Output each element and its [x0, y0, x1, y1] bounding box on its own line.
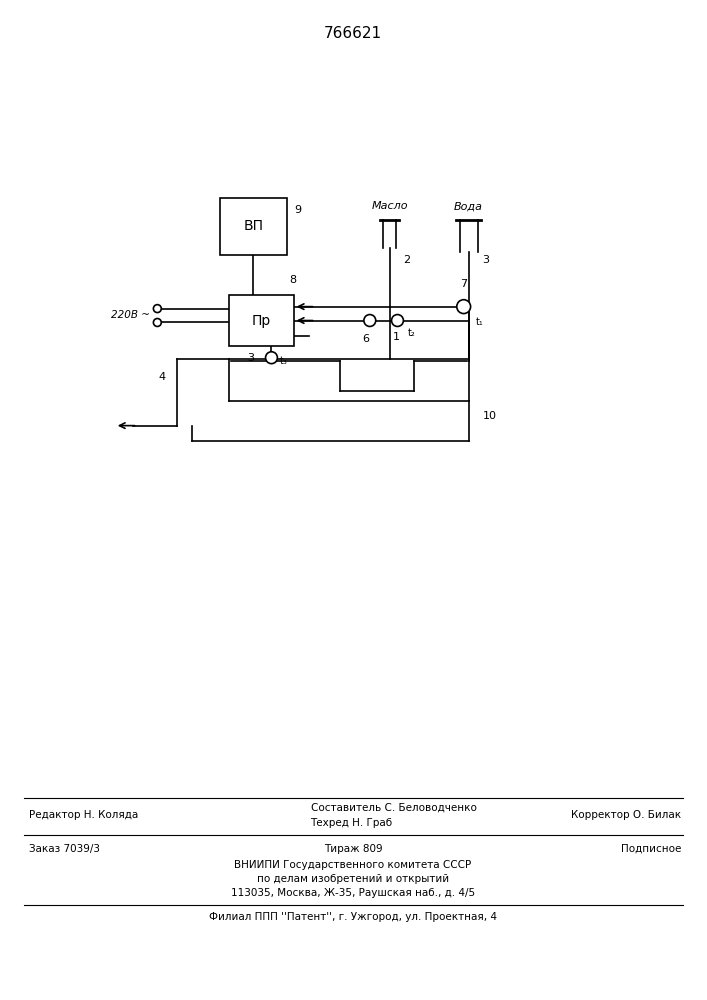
Text: Подписное: Подписное — [621, 844, 681, 854]
Text: Редактор Н. Коляда: Редактор Н. Коляда — [29, 810, 138, 820]
Text: Масло: Масло — [371, 201, 408, 211]
Bar — [230, 295, 293, 346]
Text: 113035, Москва, Ж-35, Раушская наб., д. 4/5: 113035, Москва, Ж-35, Раушская наб., д. … — [231, 888, 475, 898]
Text: 220В ~: 220В ~ — [112, 310, 151, 320]
Text: 766621: 766621 — [324, 26, 382, 41]
Text: Пр: Пр — [252, 314, 271, 328]
Text: 10: 10 — [482, 411, 496, 421]
Text: 2: 2 — [404, 255, 411, 265]
Text: Корректор О. Билак: Корректор О. Билак — [571, 810, 681, 820]
Circle shape — [364, 315, 375, 326]
Circle shape — [153, 319, 161, 326]
Text: 7: 7 — [460, 279, 467, 289]
Text: t₃: t₃ — [279, 356, 287, 366]
Text: 4: 4 — [158, 372, 165, 382]
Text: 3: 3 — [247, 353, 254, 363]
Text: 6: 6 — [363, 334, 369, 344]
Text: t₁: t₁ — [476, 317, 484, 327]
Bar — [220, 198, 287, 255]
Text: Составитель С. Беловодченко: Составитель С. Беловодченко — [310, 802, 477, 812]
Text: Заказ 7039/3: Заказ 7039/3 — [29, 844, 100, 854]
Text: Вода: Вода — [454, 201, 483, 211]
Text: 9: 9 — [295, 205, 302, 215]
Text: Тираж 809: Тираж 809 — [324, 844, 382, 854]
Circle shape — [153, 305, 161, 313]
Text: 8: 8 — [288, 275, 296, 285]
Text: 3: 3 — [482, 255, 489, 265]
Circle shape — [457, 300, 471, 314]
Text: t₂: t₂ — [407, 328, 415, 338]
Circle shape — [392, 315, 404, 326]
Text: по делам изобретений и открытий: по делам изобретений и открытий — [257, 874, 449, 884]
Text: 1: 1 — [392, 332, 399, 342]
Text: Филиал ППП ''Патент'', г. Ужгород, ул. Проектная, 4: Филиал ППП ''Патент'', г. Ужгород, ул. П… — [209, 912, 497, 922]
Text: ВП: ВП — [243, 219, 263, 233]
Text: ВНИИПИ Государственного комитета СССР: ВНИИПИ Государственного комитета СССР — [235, 860, 472, 870]
Text: Техред Н. Граб: Техред Н. Граб — [310, 818, 392, 828]
Circle shape — [266, 352, 277, 364]
